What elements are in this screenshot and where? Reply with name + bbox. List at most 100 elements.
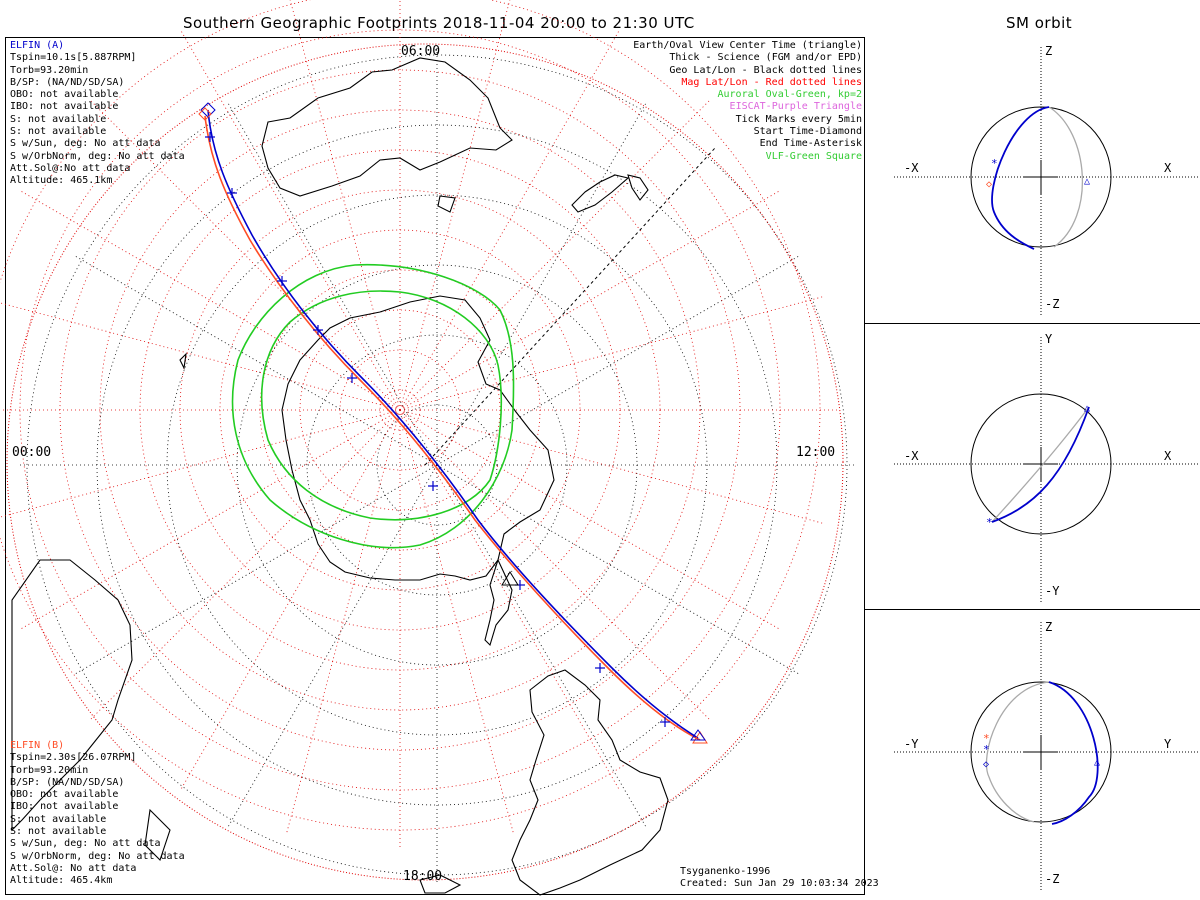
legend-item: End Time-Asterisk bbox=[759, 138, 862, 150]
svg-text:◇: ◇ bbox=[986, 179, 992, 190]
oval-inner bbox=[260, 290, 503, 521]
mag-lon-line bbox=[399, 409, 712, 722]
panel2-label-top: Y bbox=[1045, 332, 1053, 346]
oval-outer bbox=[231, 263, 515, 549]
elfin-a-line: S w/OrbNorm, deg: No att data bbox=[10, 150, 185, 162]
mag-lon-line bbox=[289, 0, 401, 411]
elfin-a-line: OBO: not available bbox=[10, 89, 119, 101]
orbit-panel-title: SM orbit bbox=[1006, 14, 1073, 32]
coastlines bbox=[11, 57, 669, 896]
elfin-a-line: Altitude: 465.1km bbox=[10, 175, 113, 187]
elfin-b-line: IBO: not available bbox=[10, 801, 119, 813]
panel3-label-left: -Y bbox=[904, 737, 919, 751]
panel1-label-top: Z bbox=[1045, 44, 1053, 58]
elfin-a-line: S: not available bbox=[10, 126, 107, 138]
mag-lon-line bbox=[399, 0, 511, 411]
panel3-label-top: Z bbox=[1045, 620, 1053, 634]
legend-item: Auroral Oval-Green, kp=2 bbox=[717, 89, 863, 101]
elfin-b-line: S: not available bbox=[10, 826, 107, 838]
orbit-panel-xz: * ◇ △ bbox=[894, 47, 1200, 317]
svg-text:△: △ bbox=[1084, 176, 1090, 187]
elfin-a-name: ELFIN (A) bbox=[10, 40, 65, 51]
elfin-b-line: Att.Sol@: No att data bbox=[10, 862, 137, 874]
mag-lon-line bbox=[285, 409, 401, 836]
elfin-b-line: Tspin=2.30s[26.07RPM] bbox=[10, 752, 137, 764]
geo-lon-line bbox=[73, 464, 438, 676]
mag-lon-line bbox=[179, 28, 401, 411]
panel2-label-bottom: -Y bbox=[1045, 584, 1060, 598]
legend: Earth/Oval View Center Time (triangle) T… bbox=[633, 40, 862, 163]
panel1-label-left: -X bbox=[904, 161, 919, 175]
panel2-label-right: X bbox=[1164, 449, 1172, 463]
model-name: Tsyganenko-1996 bbox=[680, 866, 771, 877]
mag-lon-line bbox=[399, 409, 782, 631]
elfin-a-line: Torb=93.20min bbox=[10, 64, 89, 76]
legend-item: Geo Lat/Lon - Black dotted lines bbox=[669, 64, 862, 76]
elfin-b-line: S: not available bbox=[10, 813, 107, 825]
geo-lat-circle bbox=[26, 54, 848, 876]
view-center-line bbox=[424, 147, 716, 466]
geo-lon-line bbox=[226, 101, 438, 466]
track-elfin-a bbox=[207, 109, 699, 739]
svg-text:△: △ bbox=[1094, 757, 1100, 768]
elfin-b-line: Altitude: 465.4km bbox=[10, 875, 113, 887]
elfin-b-line: OBO: not available bbox=[10, 789, 119, 801]
orbit-panel-yz: * * ◇ △ bbox=[894, 622, 1200, 892]
geo-lon-line bbox=[436, 464, 801, 676]
mag-lon-line bbox=[399, 28, 621, 411]
geo-lon-line bbox=[73, 254, 438, 466]
elfin-b-line: S w/Sun, deg: No att data bbox=[10, 838, 161, 850]
panel3-label-bottom: -Z bbox=[1045, 872, 1060, 886]
elfin-b-line: S w/OrbNorm, deg: No att data bbox=[10, 850, 185, 862]
footer-info: Tsyganenko-1996 Created: Sun Jan 29 10:0… bbox=[680, 866, 879, 891]
elfin-a-line: IBO: not available bbox=[10, 101, 119, 113]
mag-lon-line bbox=[399, 189, 782, 411]
panel3-label-right: Y bbox=[1164, 737, 1172, 751]
orbit-panel-xy: * △ bbox=[894, 337, 1200, 602]
mag-lon-line bbox=[399, 98, 712, 411]
mag-lon-line bbox=[88, 409, 401, 722]
geo-lat-circle bbox=[166, 194, 708, 736]
track-elfin-b bbox=[204, 115, 701, 741]
panel2-label-left: -X bbox=[904, 449, 919, 463]
geo-lon-line bbox=[436, 464, 648, 829]
elfin-a-line: B/SP: (NA/ND/SD/SA) bbox=[10, 76, 125, 88]
geo-lon-line bbox=[436, 254, 801, 466]
auroral-ovals bbox=[231, 263, 515, 549]
clock-label-top: 06:00 bbox=[401, 44, 441, 59]
panel1-label-bottom: -Z bbox=[1045, 297, 1060, 311]
legend-item: Thick - Science (FGM and/or EPD) bbox=[669, 52, 862, 64]
main-title: Southern Geographic Footprints 2018-11-0… bbox=[183, 14, 695, 32]
clock-label-bottom: 18:00 bbox=[403, 869, 443, 884]
geo-lon-line bbox=[436, 101, 648, 466]
map-grid bbox=[0, 0, 857, 885]
mag-lon-line bbox=[399, 295, 826, 411]
legend-item: Tick Marks every 5min bbox=[735, 113, 862, 125]
clock-label-left: 00:00 bbox=[12, 445, 52, 460]
view-center-triangle bbox=[501, 571, 519, 586]
elfin-a-line: S: not available bbox=[10, 113, 107, 125]
legend-item: Start Time-Diamond bbox=[753, 126, 862, 138]
sm-orbit-panels: * ◇ △ * △ * * ◇ △ bbox=[864, 47, 1200, 892]
mag-lon-line bbox=[18, 409, 401, 631]
svg-text:*: * bbox=[983, 743, 990, 756]
elfin-b-name: ELFIN (B) bbox=[10, 740, 65, 751]
elfin-a-info: ELFIN (A) Tspin=10.1s[5.887RPM] Torb=93.… bbox=[10, 40, 185, 188]
svg-text:△: △ bbox=[1084, 403, 1090, 414]
mag-lon-line bbox=[399, 409, 515, 836]
mag-lon-line bbox=[0, 302, 401, 411]
track-tick-marks bbox=[205, 132, 670, 727]
start-diamond-b bbox=[198, 107, 212, 121]
elfin-b-line: Torb=93.20min bbox=[10, 764, 89, 776]
legend-item: Earth/Oval View Center Time (triangle) bbox=[633, 40, 862, 51]
svg-text:*: * bbox=[986, 516, 993, 529]
elfin-a-line: S w/Sun, deg: No att data bbox=[10, 138, 161, 150]
elfin-b-line: B/SP: (NA/ND/SD/SA) bbox=[10, 776, 125, 788]
elfin-b-info: ELFIN (B) Tspin=2.30s[26.07RPM] Torb=93.… bbox=[10, 740, 185, 888]
mag-lon-line bbox=[0, 409, 401, 518]
mag-lon-line bbox=[88, 98, 401, 411]
legend-item: VLF-Green Square bbox=[765, 150, 862, 162]
elfin-a-line: Att.Sol@:No att data bbox=[10, 162, 131, 174]
svg-text:◇: ◇ bbox=[983, 759, 989, 770]
